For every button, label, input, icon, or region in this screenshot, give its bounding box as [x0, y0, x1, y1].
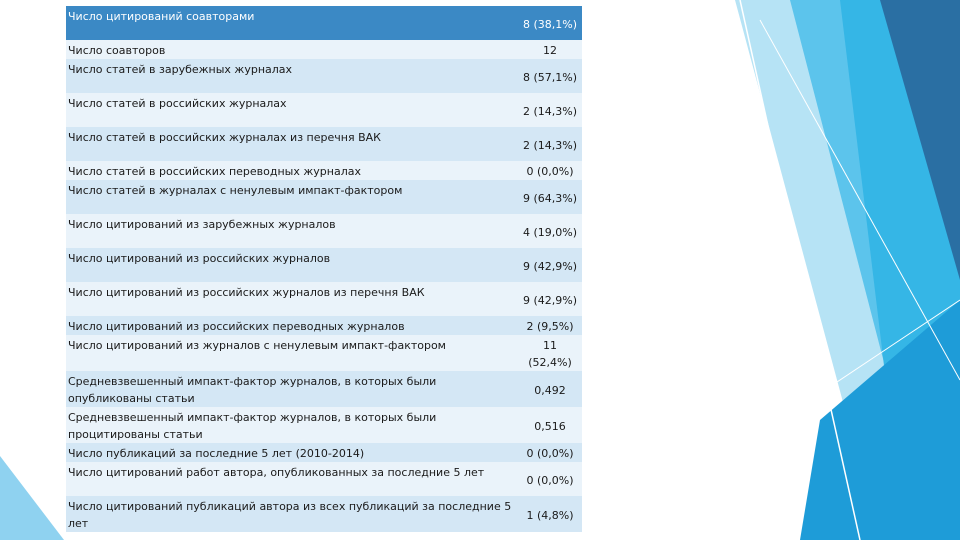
row-value: 9 (42,9%): [518, 282, 582, 316]
row-value: 2 (14,3%): [518, 93, 582, 127]
row-label: Число цитирований соавторами: [66, 6, 518, 40]
row-label: Число цитирований из журналов с ненулевы…: [66, 335, 518, 371]
right-line-2: [759, 19, 960, 381]
row-value: 8 (38,1%): [518, 6, 582, 40]
table-row: Число статей в журналах с ненулевым импа…: [66, 180, 582, 214]
row-label: Число цитирований из российских переводн…: [66, 316, 518, 335]
row-value: 2 (9,5%): [518, 316, 582, 335]
table-row: Число цитирований из журналов с ненулевы…: [66, 335, 582, 371]
row-label: Число статей в российских журналах: [66, 93, 518, 127]
row-value: 1 (4,8%): [518, 496, 582, 532]
row-label: Число цитирований работ автора, опублико…: [66, 462, 518, 496]
row-label: Число соавторов: [66, 40, 518, 59]
table-row: Число цитирований из российских журналов…: [66, 248, 582, 282]
row-value: 11 (52,4%): [518, 335, 582, 371]
table-row: Число цитирований публикаций автора из в…: [66, 496, 582, 532]
row-value: 4 (19,0%): [518, 214, 582, 248]
right-line-3: [599, 299, 960, 540]
right-shape-dark: [880, 0, 960, 280]
row-label: Число статей в российских переводных жур…: [66, 161, 518, 180]
row-label: Число статей в российских журналах из пе…: [66, 127, 518, 161]
row-label: Число цитирований из российских журналов…: [66, 282, 518, 316]
row-label: Число цитирований публикаций автора из в…: [66, 496, 518, 532]
row-label: Средневзвешенный импакт-фактор журналов,…: [66, 371, 518, 407]
row-label: Число статей в зарубежных журналах: [66, 59, 518, 93]
left-corner-shape: [0, 456, 64, 540]
table-row: Число цитирований работ автора, опублико…: [66, 462, 582, 496]
row-value: 0,516: [518, 407, 582, 443]
row-label: Число цитирований из зарубежных журналов: [66, 214, 518, 248]
table-row: Число соавторов 12: [66, 40, 582, 59]
row-label: Число публикаций за последние 5 лет (201…: [66, 443, 518, 462]
table-row: Средневзвешенный импакт-фактор журналов,…: [66, 407, 582, 443]
row-value: 0 (0,0%): [518, 462, 582, 496]
row-value: 9 (64,3%): [518, 180, 582, 214]
right-line-1: [739, 0, 861, 540]
table-row: Число статей в российских журналах из пе…: [66, 127, 582, 161]
table-row: Число публикаций за последние 5 лет (201…: [66, 443, 582, 462]
table-row: Число статей в зарубежных журналах 8 (57…: [66, 59, 582, 93]
table-row: Число цитирований соавторами 8 (38,1%): [66, 6, 582, 40]
row-value: 2 (14,3%): [518, 127, 582, 161]
table-row: Число статей в российских журналах 2 (14…: [66, 93, 582, 127]
row-value: 8 (57,1%): [518, 59, 582, 93]
row-label: Средневзвешенный импакт-фактор журналов,…: [66, 407, 518, 443]
statistics-table: Число цитирований соавторами 8 (38,1%) Ч…: [66, 6, 582, 532]
right-shape-bottom: [800, 300, 960, 540]
row-label: Число цитирований из российских журналов: [66, 248, 518, 282]
row-value: 12: [518, 40, 582, 59]
row-value: 0 (0,0%): [518, 161, 582, 180]
row-value: 0 (0,0%): [518, 443, 582, 462]
table-row: Число цитирований из российских журналов…: [66, 282, 582, 316]
table-row: Число цитирований из зарубежных журналов…: [66, 214, 582, 248]
table-row: Число цитирований из российских переводн…: [66, 316, 582, 335]
row-value: 0,492: [518, 371, 582, 407]
row-label: Число статей в журналах с ненулевым импа…: [66, 180, 518, 214]
table-row: Средневзвешенный импакт-фактор журналов,…: [66, 371, 582, 407]
row-value: 9 (42,9%): [518, 248, 582, 282]
table-row: Число статей в российских переводных жур…: [66, 161, 582, 180]
